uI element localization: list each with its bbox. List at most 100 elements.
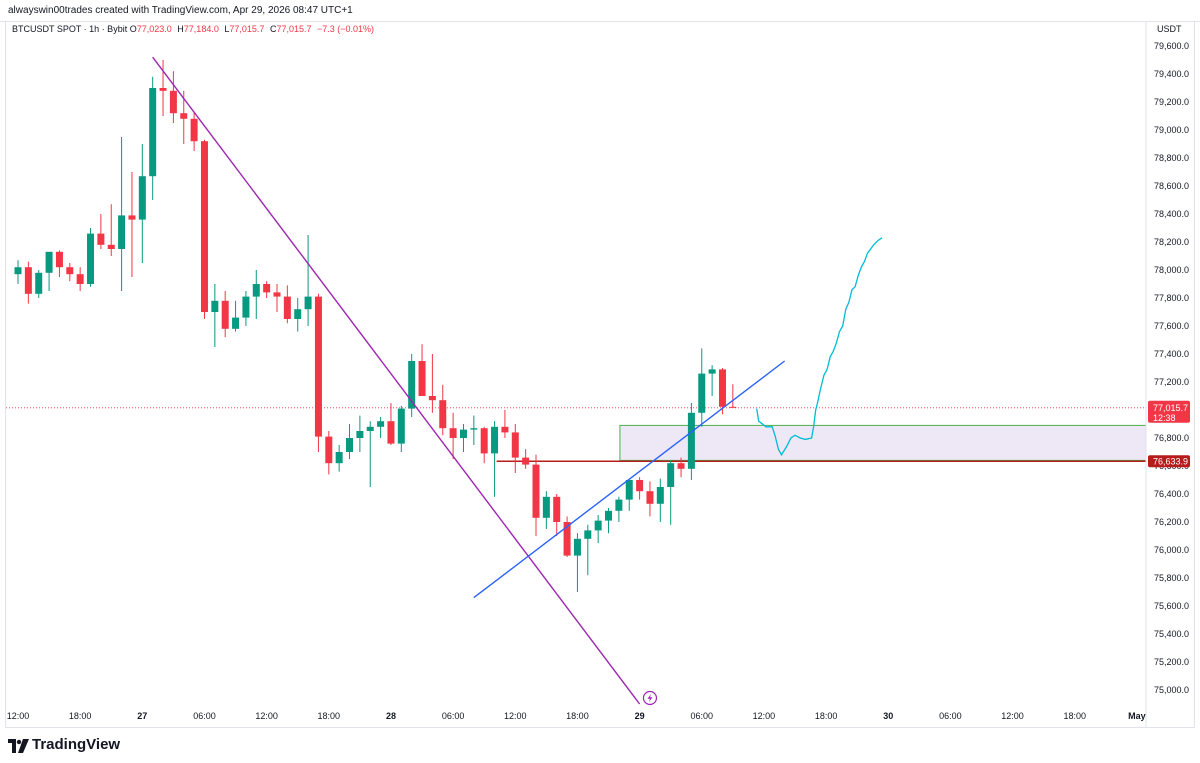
candle bbox=[356, 415, 364, 452]
chart-credit: alwayswin00trades created with TradingVi… bbox=[8, 5, 353, 16]
y-tick-label: 75,200.0 bbox=[1154, 657, 1189, 667]
candle-body bbox=[273, 292, 281, 297]
close-label: C bbox=[269, 24, 277, 34]
candle bbox=[594, 515, 602, 543]
candle-body bbox=[211, 300, 219, 312]
candle-body bbox=[615, 499, 623, 511]
candle-body bbox=[439, 400, 447, 429]
x-tick-label: 18:00 bbox=[1063, 711, 1086, 721]
open-label: O bbox=[129, 24, 137, 34]
high-value: 77,184.0 bbox=[183, 24, 219, 34]
x-tick-label: 18:00 bbox=[318, 711, 341, 721]
candle-body bbox=[66, 267, 74, 275]
candle-body bbox=[584, 530, 592, 539]
candle bbox=[729, 384, 737, 408]
candle bbox=[470, 415, 478, 445]
candle-body bbox=[35, 272, 43, 294]
close-value: 77,015.7 bbox=[276, 24, 312, 34]
candle bbox=[698, 348, 706, 427]
candle-body bbox=[408, 361, 416, 409]
x-tick-label: 12:00 bbox=[504, 711, 527, 721]
candle bbox=[335, 445, 343, 472]
candle-body bbox=[200, 141, 208, 312]
candle bbox=[511, 424, 519, 473]
x-tick-label: 12:00 bbox=[7, 711, 30, 721]
x-tick-label: May bbox=[1128, 711, 1146, 721]
candle-body bbox=[159, 88, 167, 91]
candle-body bbox=[366, 426, 374, 431]
projection-path bbox=[756, 237, 883, 457]
y-tick-label: 79,000.0 bbox=[1154, 125, 1189, 135]
candle-body bbox=[24, 267, 32, 294]
candle bbox=[439, 384, 447, 436]
x-tick-label: 12:00 bbox=[753, 711, 776, 721]
candle bbox=[708, 365, 716, 396]
candle bbox=[97, 214, 105, 249]
y-axis: 75,000.0 75,200.0 75,400.0 75,600.0 75,800.0… bbox=[1145, 22, 1189, 728]
candle-body bbox=[501, 426, 509, 433]
candle bbox=[387, 403, 395, 445]
candle bbox=[501, 410, 509, 438]
candle-body bbox=[314, 296, 322, 437]
candle-body bbox=[418, 361, 426, 396]
y-tick-label: 76,000.0 bbox=[1154, 545, 1189, 555]
candle bbox=[128, 172, 136, 277]
y-tick-label: 78,800.0 bbox=[1154, 153, 1189, 163]
candle bbox=[408, 354, 416, 417]
candle bbox=[563, 516, 571, 557]
lightning-icon bbox=[642, 690, 658, 706]
current-price-tag: 77,015.712:38 bbox=[1148, 400, 1190, 423]
candle bbox=[283, 285, 291, 324]
candle-body bbox=[190, 118, 198, 142]
candle-body bbox=[542, 496, 550, 518]
x-tick-label: 06:00 bbox=[939, 711, 962, 721]
candle-body bbox=[397, 408, 405, 444]
candle-body bbox=[646, 491, 654, 504]
y-tick-label: 77,400.0 bbox=[1154, 349, 1189, 359]
symbol-label: BTCUSDT SPOT · 1h · Bybit bbox=[12, 24, 128, 34]
candle bbox=[397, 405, 405, 452]
candle bbox=[200, 139, 208, 319]
candle bbox=[180, 90, 188, 144]
candle-body bbox=[522, 457, 530, 465]
candle bbox=[428, 354, 436, 413]
x-tick-label: 30 bbox=[883, 711, 893, 721]
candle bbox=[263, 281, 271, 298]
candle-body bbox=[180, 113, 188, 119]
y-tick-label: 75,800.0 bbox=[1154, 573, 1189, 583]
candle-body bbox=[169, 90, 177, 114]
open-value: 77,023.0 bbox=[136, 24, 172, 34]
candle-body bbox=[45, 251, 53, 273]
candle-body bbox=[149, 88, 157, 177]
candle-body bbox=[97, 233, 105, 245]
tradingview-brand: TradingView bbox=[32, 736, 121, 753]
candle bbox=[667, 460, 675, 525]
y-tick-label: 78,400.0 bbox=[1154, 209, 1189, 219]
symbol-legend: BTCUSDT SPOT · 1h · Bybit O77,023.0 H77,… bbox=[12, 24, 377, 34]
candle bbox=[522, 449, 530, 469]
candle bbox=[418, 344, 426, 396]
candle-body bbox=[107, 244, 115, 249]
candle-body bbox=[221, 300, 229, 329]
candle-body bbox=[656, 487, 664, 504]
candle bbox=[615, 496, 623, 522]
candle bbox=[24, 261, 32, 304]
y-tick-label: 76,800.0 bbox=[1154, 433, 1189, 443]
y-tick-label: 75,600.0 bbox=[1154, 601, 1189, 611]
candle-body bbox=[625, 480, 633, 500]
candle bbox=[55, 250, 63, 277]
candle bbox=[149, 76, 157, 200]
candle bbox=[190, 111, 198, 151]
y-tick-label: 77,600.0 bbox=[1154, 321, 1189, 331]
x-tick-label: 18:00 bbox=[815, 711, 838, 721]
candle bbox=[107, 204, 115, 256]
candle bbox=[687, 403, 695, 480]
candle-body bbox=[480, 428, 488, 454]
current-price-value: 77,015.7 bbox=[1153, 403, 1188, 413]
y-tick-label: 77,200.0 bbox=[1154, 377, 1189, 387]
y-tick-label: 76,400.0 bbox=[1154, 489, 1189, 499]
low-value: 77,015.7 bbox=[229, 24, 265, 34]
candle bbox=[242, 291, 250, 326]
y-tick-label: 76,200.0 bbox=[1154, 517, 1189, 527]
